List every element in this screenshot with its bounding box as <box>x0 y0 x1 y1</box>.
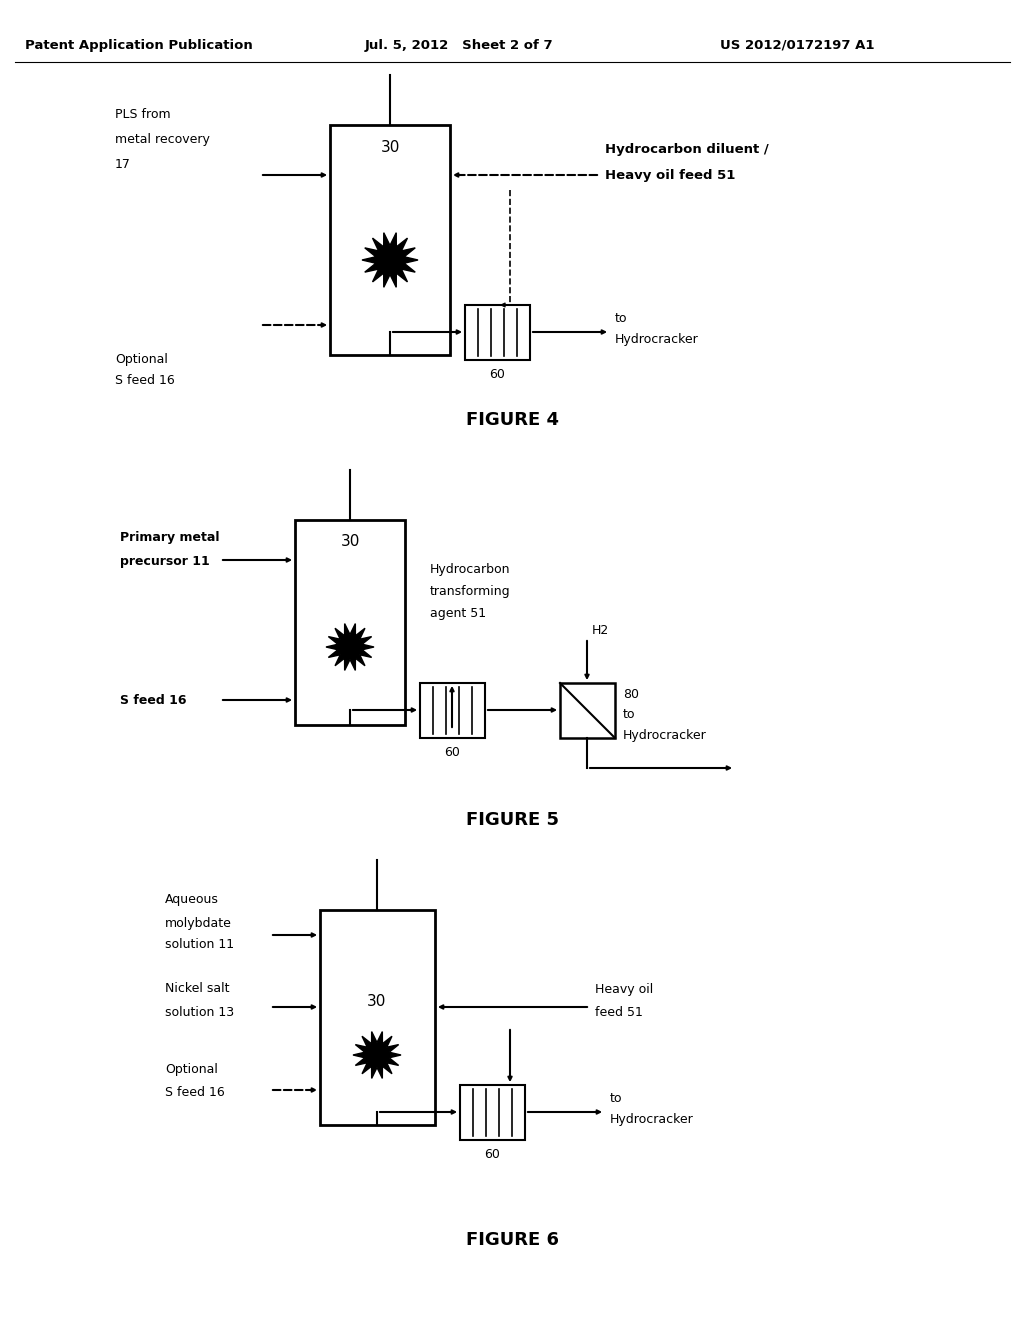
Text: 17: 17 <box>115 158 131 172</box>
Text: Hydrocracker: Hydrocracker <box>615 334 698 346</box>
Text: S feed 16: S feed 16 <box>165 1085 224 1098</box>
Text: Hydrocracker: Hydrocracker <box>610 1114 693 1126</box>
Text: Optional: Optional <box>115 354 168 367</box>
Text: Heavy oil feed 51: Heavy oil feed 51 <box>605 169 735 181</box>
Text: to: to <box>623 709 636 722</box>
Text: precursor 11: precursor 11 <box>120 556 210 569</box>
Bar <box>560 682 615 738</box>
Text: transforming: transforming <box>430 586 511 598</box>
Text: Patent Application Publication: Patent Application Publication <box>25 38 253 51</box>
Text: FIGURE 5: FIGURE 5 <box>466 810 558 829</box>
Bar <box>330 125 450 355</box>
Text: 30: 30 <box>368 994 387 1010</box>
Text: Hydrocarbon diluent /: Hydrocarbon diluent / <box>605 144 769 157</box>
Text: 30: 30 <box>380 140 399 154</box>
Text: Jul. 5, 2012   Sheet 2 of 7: Jul. 5, 2012 Sheet 2 of 7 <box>365 38 554 51</box>
Text: to: to <box>615 312 628 325</box>
Text: 60: 60 <box>484 1147 500 1160</box>
Text: Nickel salt: Nickel salt <box>165 982 229 995</box>
Text: Hydrocracker: Hydrocracker <box>623 729 707 742</box>
Text: Primary metal: Primary metal <box>120 532 219 544</box>
Text: FIGURE 4: FIGURE 4 <box>466 411 558 429</box>
Text: US 2012/0172197 A1: US 2012/0172197 A1 <box>720 38 874 51</box>
Text: H2: H2 <box>592 624 609 638</box>
Text: Aqueous: Aqueous <box>165 894 219 907</box>
Text: metal recovery: metal recovery <box>115 133 210 147</box>
Text: solution 11: solution 11 <box>165 939 234 952</box>
Text: 80: 80 <box>623 689 639 701</box>
Text: Hydrocarbon: Hydrocarbon <box>430 564 511 577</box>
Text: solution 13: solution 13 <box>165 1006 234 1019</box>
Text: Heavy oil: Heavy oil <box>595 982 653 995</box>
Bar <box>295 520 406 725</box>
Text: to: to <box>610 1092 623 1105</box>
Text: feed 51: feed 51 <box>595 1006 643 1019</box>
Text: S feed 16: S feed 16 <box>120 693 186 706</box>
Text: Optional: Optional <box>165 1064 218 1077</box>
Bar <box>420 682 485 738</box>
Text: agent 51: agent 51 <box>430 607 486 620</box>
Text: molybdate: molybdate <box>165 916 231 929</box>
Bar <box>319 909 435 1125</box>
Text: S feed 16: S feed 16 <box>115 374 175 387</box>
Text: 60: 60 <box>444 746 460 759</box>
Polygon shape <box>362 232 418 288</box>
Text: FIGURE 6: FIGURE 6 <box>466 1232 558 1249</box>
Bar <box>460 1085 525 1140</box>
Text: 60: 60 <box>489 367 505 380</box>
Text: PLS from: PLS from <box>115 108 171 121</box>
Text: 30: 30 <box>340 535 359 549</box>
Polygon shape <box>353 1032 401 1078</box>
Polygon shape <box>326 623 374 671</box>
Bar <box>465 305 530 360</box>
